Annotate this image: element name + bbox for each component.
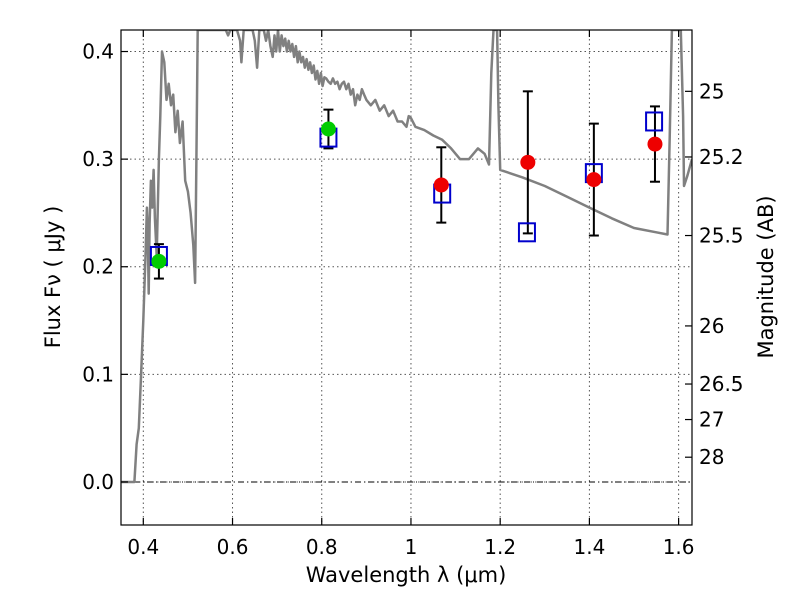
magnitude-tick-label: 26.5 — [699, 372, 744, 396]
observed-flux-point — [151, 253, 167, 269]
observed-flux-point — [320, 121, 336, 137]
x-tick-label: 0.6 — [217, 535, 249, 559]
plot-background — [121, 30, 692, 525]
x-tick-label: 1 — [405, 535, 418, 559]
y-tick-label: 0.0 — [82, 470, 114, 494]
magnitude-axis-label: Magnitude (AB) — [754, 195, 778, 358]
observed-flux-point — [433, 177, 449, 193]
x-tick-label: 0.8 — [306, 535, 338, 559]
x-tick-label: 1.2 — [484, 535, 516, 559]
observed-flux-point — [647, 136, 663, 152]
magnitude-tick-label: 25.2 — [699, 145, 744, 169]
model-band-square-marker — [645, 111, 664, 132]
x-tick-label: 1.4 — [573, 535, 605, 559]
magnitude-tick-label: 28 — [699, 445, 724, 469]
y-tick-label: 0.1 — [82, 362, 114, 386]
model-spectrum-line — [121, 30, 692, 484]
grid — [121, 30, 692, 525]
magnitude-tick-label: 25.5 — [699, 224, 744, 248]
x-tick-label: 0.4 — [127, 535, 159, 559]
observed-flux-point — [520, 154, 536, 170]
magnitude-tick-label: 27 — [699, 408, 724, 432]
y-tick-label: 0.4 — [82, 40, 114, 64]
x-axis-label: Wavelength λ (μm) — [306, 563, 507, 587]
x-tick-label: 1.6 — [663, 535, 695, 559]
model-band-square-marker — [517, 222, 536, 243]
axis-ticks: 0.4 0.6 0.8 1 1.2 1.4 1.6 0.0 0.1 0.2 0.3 0.4 25 25.2… — [82, 30, 744, 559]
observed-flux-point — [586, 172, 602, 188]
magnitude-tick-label: 25 — [699, 79, 724, 103]
y-axis-label: Flux Fν ( μJy ) — [41, 206, 65, 349]
y-tick-label: 0.2 — [82, 255, 114, 279]
data-markers — [149, 90, 664, 280]
plot-frame — [120, 29, 693, 526]
magnitude-tick-label: 26 — [699, 314, 724, 338]
y-tick-label: 0.3 — [82, 147, 114, 171]
